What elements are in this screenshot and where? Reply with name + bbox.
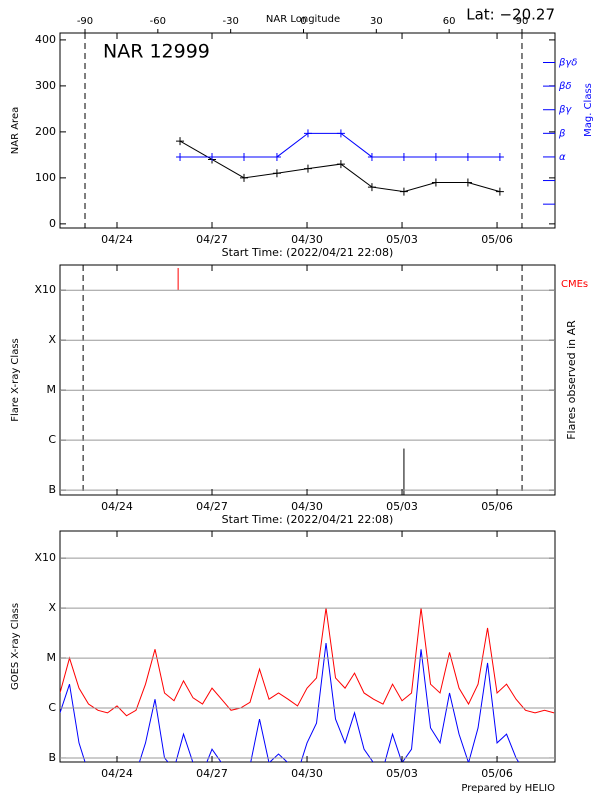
point-marker	[495, 152, 504, 161]
annotation: Lat: −20.27	[466, 6, 555, 24]
y-tick-label: B	[48, 483, 56, 496]
x-tick-label: 04/24	[101, 767, 133, 780]
point-marker	[336, 160, 345, 169]
x-tick-label: 04/27	[196, 500, 228, 513]
x2-tick-label: -30	[222, 16, 238, 27]
y-tick-label: X10	[34, 551, 56, 564]
x-tick-label: 04/24	[101, 500, 133, 513]
x2-tick-label: 60	[443, 16, 456, 27]
point-marker	[272, 169, 281, 178]
panel-frame	[59, 264, 556, 496]
y2-tick-label: βγδ	[558, 58, 577, 69]
series-line	[180, 132, 500, 158]
x2-axis-label: NAR Longitude	[266, 14, 340, 25]
point-marker	[303, 129, 312, 138]
point-marker	[303, 164, 312, 173]
y-tick-label: M	[47, 651, 57, 664]
y2-tick-label: α	[559, 152, 566, 163]
y-tick-label: 0	[49, 217, 56, 230]
point-marker	[495, 187, 504, 196]
x-tick-label: 04/24	[101, 233, 133, 246]
x-tick-label: 05/03	[386, 500, 418, 513]
x-tick-label: 05/03	[386, 767, 418, 780]
series-line	[60, 642, 520, 762]
x-tick-label: 04/27	[196, 767, 228, 780]
y-tick-label: 300	[35, 79, 56, 92]
y-tick-label: 200	[35, 125, 56, 138]
y-axis-label: Flare X-ray Class	[10, 338, 21, 422]
y2-tick-label: β	[558, 128, 566, 139]
x-axis-label: Start Time: (2022/04/21 22:08)	[222, 513, 394, 526]
y-tick-label: 400	[35, 33, 56, 46]
x2-tick-label: 30	[370, 16, 383, 27]
x-tick-label: 04/27	[196, 233, 228, 246]
y-tick-label: M	[47, 383, 57, 396]
x-tick-label: 05/06	[481, 500, 513, 513]
x2-tick-label: 0	[300, 16, 306, 27]
point-marker	[208, 152, 217, 161]
y2-axis-label: Flares observed in AR	[565, 320, 578, 440]
point-marker	[367, 152, 376, 161]
y-tick-label: C	[48, 433, 56, 446]
panel-frame	[59, 530, 556, 763]
y2-tick-label: βγ	[558, 105, 572, 116]
y-tick-label: X10	[34, 283, 56, 296]
point-marker	[463, 178, 472, 187]
y-tick-label: X	[48, 601, 56, 614]
x-axis-label: Start Time: (2022/04/21 22:08)	[222, 246, 394, 259]
x-tick-label: 04/30	[291, 233, 323, 246]
y2-axis-label: Mag. Class	[583, 83, 594, 137]
y-tick-label: C	[48, 701, 56, 714]
point-marker	[272, 152, 281, 161]
y-axis-label: GOES X-ray Class	[10, 603, 21, 690]
point-marker	[240, 173, 249, 182]
x-tick-label: 05/06	[481, 767, 513, 780]
point-marker	[463, 152, 472, 161]
point-marker	[431, 178, 440, 187]
x2-tick-label: -90	[77, 16, 93, 27]
series-line	[179, 140, 501, 193]
y-tick-label: B	[48, 751, 56, 764]
y-tick-label: 100	[35, 171, 56, 184]
x2-tick-label: 90	[516, 16, 529, 27]
y-axis-label: NAR Area	[10, 107, 21, 154]
x-tick-label: 04/30	[291, 767, 323, 780]
cme-label: CMEs	[561, 279, 588, 290]
panel	[82, 265, 523, 495]
point-marker	[176, 152, 185, 161]
y2-tick-label: βδ	[558, 81, 572, 92]
panel	[84, 33, 523, 228]
panel	[60, 608, 555, 762]
series-line	[60, 608, 555, 717]
point-marker	[240, 152, 249, 161]
annotation: NAR 12999	[103, 41, 210, 63]
point-marker	[399, 187, 408, 196]
x-tick-label: 04/30	[291, 500, 323, 513]
x-tick-label: 05/03	[386, 233, 418, 246]
point-marker	[176, 137, 185, 146]
y-tick-label: X	[48, 333, 56, 346]
footer: Prepared by HELIO	[461, 783, 555, 794]
point-marker	[399, 152, 408, 161]
point-marker	[431, 152, 440, 161]
point-marker	[367, 183, 376, 192]
x-tick-label: 05/06	[481, 233, 513, 246]
x2-tick-label: -60	[150, 16, 166, 27]
point-marker	[336, 129, 345, 138]
